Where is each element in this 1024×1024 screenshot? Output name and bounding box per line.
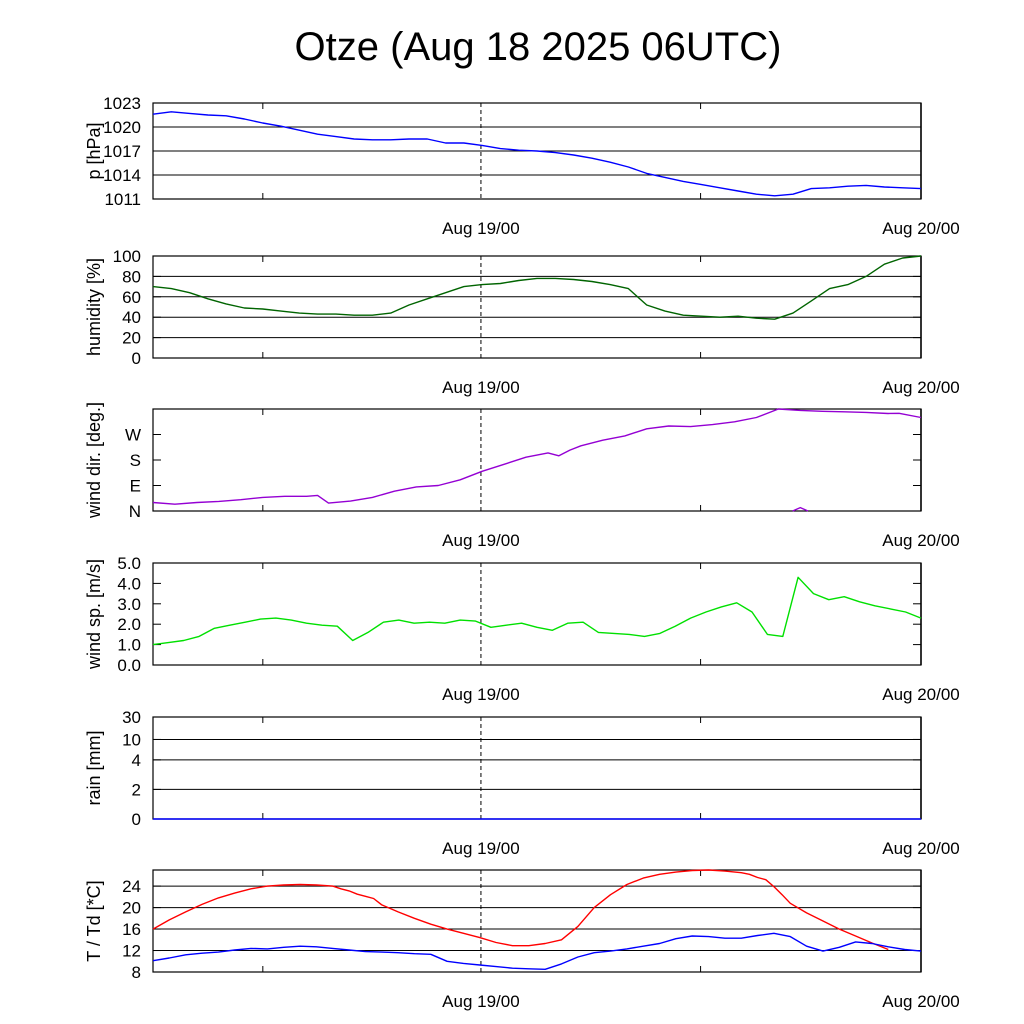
- y-tick-label: 10: [122, 730, 141, 749]
- y-tick-label: 24: [122, 877, 141, 896]
- y-tick-label: 1020: [103, 118, 141, 137]
- y-tick-label: 1014: [103, 166, 141, 185]
- x-tick-label: Aug 19/00: [442, 685, 520, 704]
- y-axis-label: T / Td [*C]: [84, 880, 104, 961]
- chart-title: Otze (Aug 18 2025 06UTC): [295, 25, 782, 69]
- panel-5: 0 2 4 10 30 Aug 19/00 Aug 20/00 rain [mm]: [84, 708, 960, 858]
- y-tick-label: W: [125, 426, 141, 445]
- y-tick-label: 1011: [104, 190, 141, 209]
- x-tick-label: Aug 19/00: [442, 531, 520, 550]
- series-line: [152, 932, 922, 970]
- x-tick-label: Aug 20/00: [882, 992, 960, 1011]
- series-line: [152, 255, 922, 320]
- series-line: [778, 408, 922, 419]
- y-axis-label: rain [mm]: [84, 730, 104, 805]
- y-tick-label: 80: [122, 267, 141, 286]
- y-axis-label: wind sp. [m/s]: [84, 559, 104, 670]
- y-tick-label: 2.0: [117, 615, 141, 634]
- series-line: [152, 111, 922, 197]
- x-tick-label: Aug 20/00: [882, 839, 960, 858]
- x-tick-label: Aug 20/00: [882, 685, 960, 704]
- x-tick-label: Aug 20/00: [882, 531, 960, 550]
- y-tick-label: 100: [113, 247, 141, 266]
- y-tick-label: 12: [122, 942, 141, 961]
- y-tick-label: 4.0: [117, 574, 141, 593]
- y-tick-label: 4: [132, 751, 141, 770]
- y-tick-label: 1.0: [117, 636, 141, 655]
- y-tick-label: 0: [132, 349, 141, 368]
- y-tick-label: 8: [132, 963, 141, 982]
- series-line: [152, 576, 922, 646]
- plot-frame: [152, 562, 922, 666]
- plot-frame: [152, 408, 922, 512]
- series-line: [152, 869, 889, 951]
- series-line: [152, 408, 779, 505]
- y-tick-label: 2: [132, 780, 141, 799]
- y-tick-label: S: [130, 451, 141, 470]
- plot-frame: [152, 716, 922, 820]
- y-axis-label: p [hPa]: [84, 122, 104, 179]
- y-tick-label: 16: [122, 920, 141, 939]
- plot-frame: [152, 255, 922, 359]
- x-tick-label: Aug 19/00: [442, 219, 520, 238]
- y-tick-label: E: [130, 477, 141, 496]
- y-tick-label: 1017: [103, 142, 141, 161]
- y-tick-label: 5.0: [117, 554, 141, 573]
- y-tick-label: 20: [122, 899, 141, 918]
- panel-1: 1011 1014 1017 1020 1023 Aug 19/00 Aug 20/00 p …: [84, 94, 960, 238]
- y-tick-label: N: [129, 502, 141, 521]
- panel-6: 8 12 16 20 24 Aug 19/00 Aug 20/00 T / Td [*C]: [84, 869, 960, 1011]
- y-axis-label: humidity [%]: [84, 258, 104, 356]
- y-tick-label: 60: [122, 288, 141, 307]
- x-tick-label: Aug 20/00: [882, 378, 960, 397]
- y-tick-label: 0.0: [117, 656, 141, 675]
- series-line: [792, 506, 809, 512]
- y-axis-label: wind dir. [deg.]: [84, 402, 104, 519]
- plot-frame: [152, 869, 922, 973]
- x-tick-label: Aug 20/00: [882, 219, 960, 238]
- panel-4: 0.01.0 2.03.0 4.05.0 Aug 19/00 Aug 20/00 wind…: [84, 554, 960, 704]
- y-tick-label: 0: [132, 810, 141, 829]
- y-tick-label: 3.0: [117, 595, 141, 614]
- y-tick-label: 20: [122, 329, 141, 348]
- x-tick-label: Aug 19/00: [442, 992, 520, 1011]
- y-tick-label: 30: [122, 708, 141, 727]
- y-tick-label: 1023: [103, 94, 141, 113]
- y-tick-label: 40: [122, 308, 141, 327]
- x-tick-label: Aug 19/00: [442, 378, 520, 397]
- x-tick-label: Aug 19/00: [442, 839, 520, 858]
